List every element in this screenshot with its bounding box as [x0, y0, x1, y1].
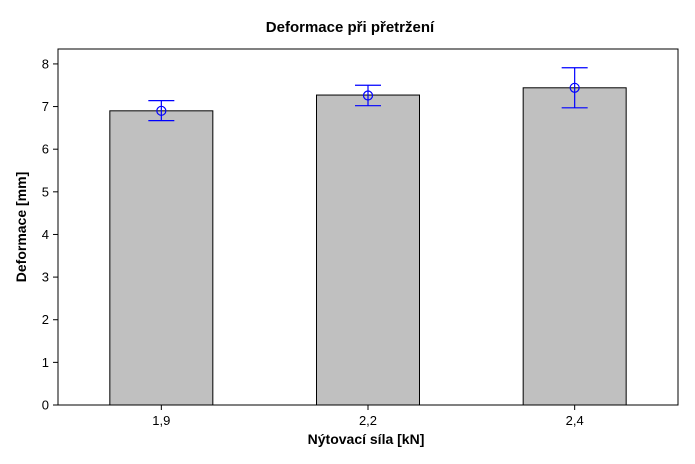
x-axis: 1,9 2,2 2,4: [152, 405, 584, 428]
y-tick-label: 3: [42, 270, 49, 285]
y-axis: 0 1 2 3 4 5 6 7 8: [42, 56, 58, 413]
bar: [109, 110, 214, 406]
y-tick-label: 7: [42, 99, 49, 114]
bars-group: [109, 87, 627, 406]
x-tick-label: 1,9: [152, 413, 170, 428]
x-tick-label: 2,4: [566, 413, 584, 428]
mean-marker: [362, 90, 374, 101]
y-axis-label: Deformace [mm]: [13, 172, 29, 282]
bar: [316, 94, 420, 406]
y-tick-label: 5: [42, 184, 49, 199]
mean-marker: [156, 105, 167, 116]
bar: [522, 87, 627, 406]
y-tick-label: 4: [42, 227, 49, 242]
y-tick-label: 1: [42, 355, 49, 370]
x-axis-label: Nýtovací síla [kN]: [308, 431, 425, 447]
y-tick-label: 0: [42, 398, 49, 413]
y-tick-label: 2: [42, 312, 49, 327]
mean-marker: [569, 82, 580, 93]
error-bars-group: [148, 67, 588, 122]
chart-title: Deformace při přetržení: [266, 19, 435, 36]
y-tick-label: 6: [42, 142, 49, 157]
x-tick-label: 2,2: [359, 413, 377, 428]
y-tick-label: 8: [42, 56, 49, 71]
